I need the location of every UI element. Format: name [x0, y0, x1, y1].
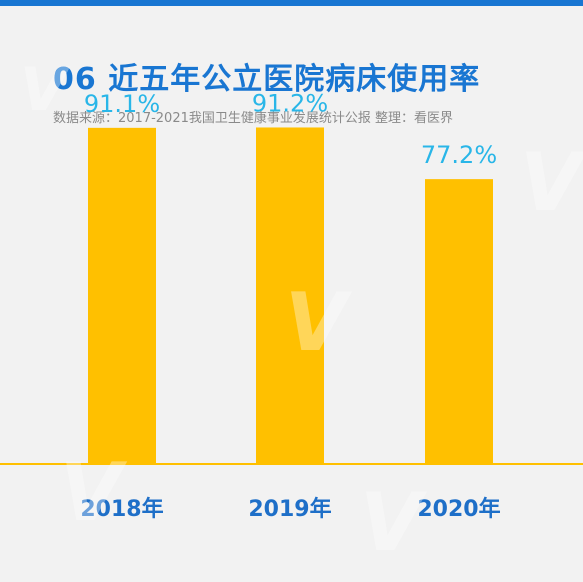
x-tick-label-2019年: 2019年: [248, 496, 331, 522]
top-accent-bar: [0, 0, 583, 6]
x-tick-label-2020年: 2020年: [417, 496, 500, 522]
bar-2019年: [256, 127, 324, 465]
data-source-note: 数据来源：2017-2021我国卫生健康事业发展统计公报 整理：看医界: [53, 111, 453, 126]
x-tick-label-2018年: 2018年: [80, 496, 163, 522]
bar-2020年: [425, 179, 493, 464]
chart-title: 06 近五年公立医院病床使用率: [53, 62, 481, 97]
data-label-2018年: 91.1%: [84, 90, 160, 118]
data-label-2020年: 77.2%: [421, 141, 497, 169]
data-label-2019年: 91.2%: [252, 89, 328, 117]
bar-2018年: [88, 127, 156, 464]
